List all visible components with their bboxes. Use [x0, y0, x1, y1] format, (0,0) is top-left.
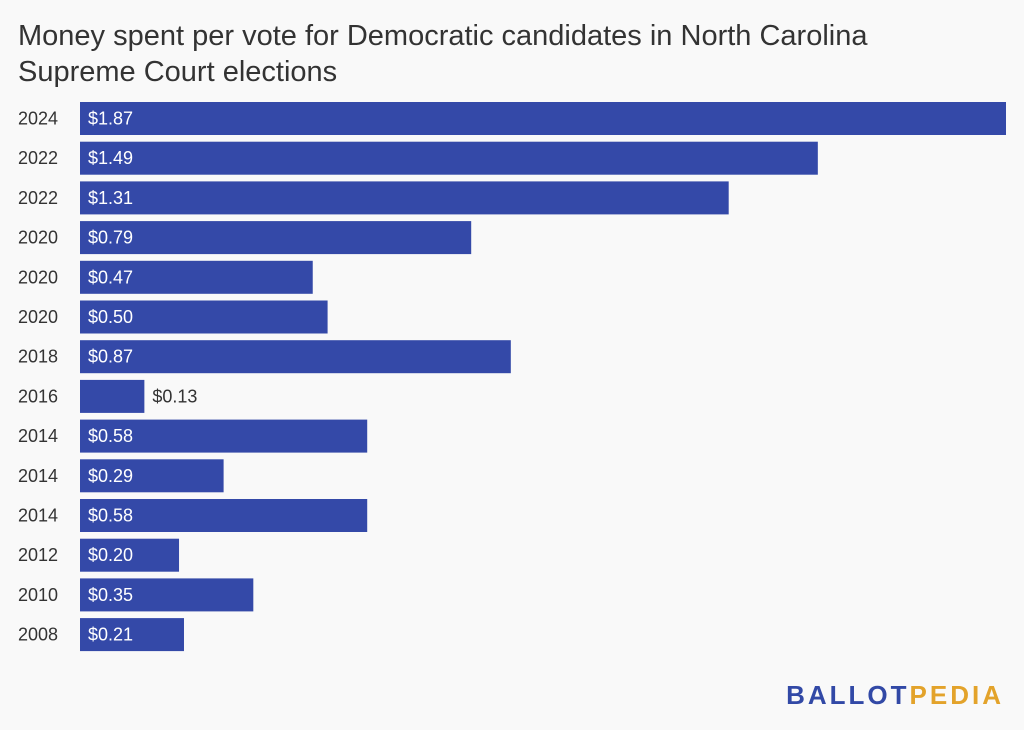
data-label: $1.31	[88, 188, 133, 208]
bar	[80, 459, 224, 493]
category-label: 2020	[18, 267, 58, 287]
category-label: 2008	[18, 625, 58, 645]
page-title: Money spent per vote for Democratic cand…	[18, 20, 868, 88]
logo-part-pedia: PEDIA	[909, 680, 1004, 710]
data-label: $1.87	[88, 109, 133, 129]
bar	[80, 300, 328, 334]
data-label: $0.79	[88, 228, 133, 248]
bar	[80, 221, 472, 255]
category-label: 2014	[18, 506, 58, 526]
bar	[80, 419, 368, 453]
category-label: 2010	[18, 585, 58, 605]
data-label: $0.13	[152, 386, 197, 406]
category-label: 2020	[18, 228, 58, 248]
bar	[80, 578, 254, 612]
bar	[80, 141, 818, 175]
data-label: $0.35	[88, 585, 133, 605]
bar	[80, 181, 729, 215]
category-label: 2022	[18, 148, 58, 168]
data-label: $0.20	[88, 545, 133, 565]
data-label: $1.49	[88, 148, 133, 168]
category-label: 2012	[18, 545, 58, 565]
data-label: $0.50	[88, 307, 133, 327]
bar	[80, 379, 145, 413]
category-label: 2016	[18, 386, 58, 406]
data-label: $0.87	[88, 347, 133, 367]
ballotpedia-logo: BALLOTPEDIA	[786, 680, 1004, 711]
category-label: 2018	[18, 347, 58, 367]
data-label: $0.21	[88, 625, 133, 645]
category-label: 2014	[18, 466, 58, 486]
category-label: 2020	[18, 307, 58, 327]
category-label: 2014	[18, 426, 58, 446]
logo-part-ballot: BALLOT	[786, 680, 910, 710]
category-label: 2022	[18, 188, 58, 208]
bar	[80, 340, 511, 374]
category-label: 2024	[18, 109, 58, 129]
data-label: $0.47	[88, 267, 133, 287]
bar	[80, 618, 184, 652]
bar	[80, 102, 1006, 135]
bar	[80, 499, 368, 532]
data-label: $0.29	[88, 466, 133, 486]
data-label: $0.58	[88, 426, 133, 446]
data-label: $0.58	[88, 506, 133, 526]
bar	[80, 538, 180, 572]
bar	[80, 260, 313, 294]
